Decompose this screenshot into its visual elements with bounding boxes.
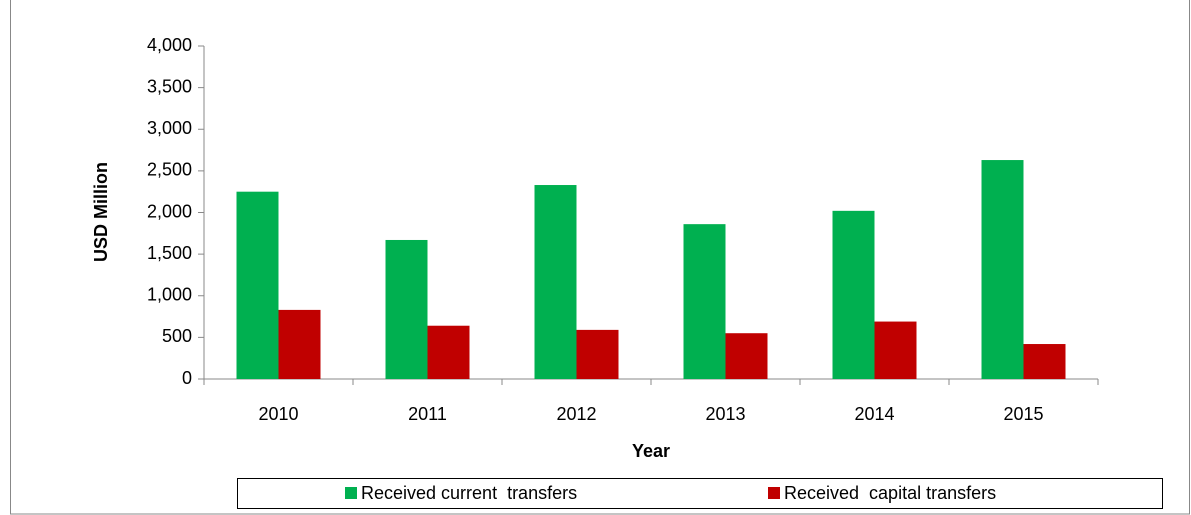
x-tick-label: 2014 <box>854 404 894 424</box>
bar <box>278 309 321 379</box>
legend-swatch <box>768 487 780 499</box>
bar <box>534 185 577 379</box>
legend-swatch <box>345 487 357 499</box>
legend-box <box>237 478 1163 509</box>
y-tick-label: 3,500 <box>147 76 192 96</box>
x-tick-label: 2013 <box>705 404 745 424</box>
bar <box>832 210 875 379</box>
y-tick-label: 4,000 <box>147 35 192 55</box>
y-tick-label: 0 <box>182 368 192 388</box>
y-tick-label: 2,000 <box>147 201 192 221</box>
x-axis-title: Year <box>632 441 670 461</box>
y-tick-label: 1,500 <box>147 243 192 263</box>
y-tick-label: 3,000 <box>147 118 192 138</box>
bar <box>1023 344 1066 379</box>
bar <box>725 333 768 379</box>
bar <box>236 191 279 379</box>
bar <box>576 329 619 379</box>
bar <box>874 321 917 379</box>
x-tick-label: 2010 <box>258 404 298 424</box>
bar <box>981 160 1024 379</box>
y-tick-label: 1,000 <box>147 285 192 305</box>
x-tick-label: 2012 <box>556 404 596 424</box>
legend-label: Received capital transfers <box>784 483 996 503</box>
legend-label: Received current transfers <box>361 483 577 503</box>
y-tick-label: 2,500 <box>147 160 192 180</box>
y-tick-label: 500 <box>162 326 192 346</box>
bar <box>427 325 470 379</box>
x-tick-label: 2015 <box>1003 404 1043 424</box>
bar <box>385 239 428 379</box>
x-tick-label: 2011 <box>408 404 447 424</box>
bar <box>683 224 726 379</box>
chart-frame <box>10 0 1190 515</box>
y-axis-title: USD Million <box>91 162 111 262</box>
